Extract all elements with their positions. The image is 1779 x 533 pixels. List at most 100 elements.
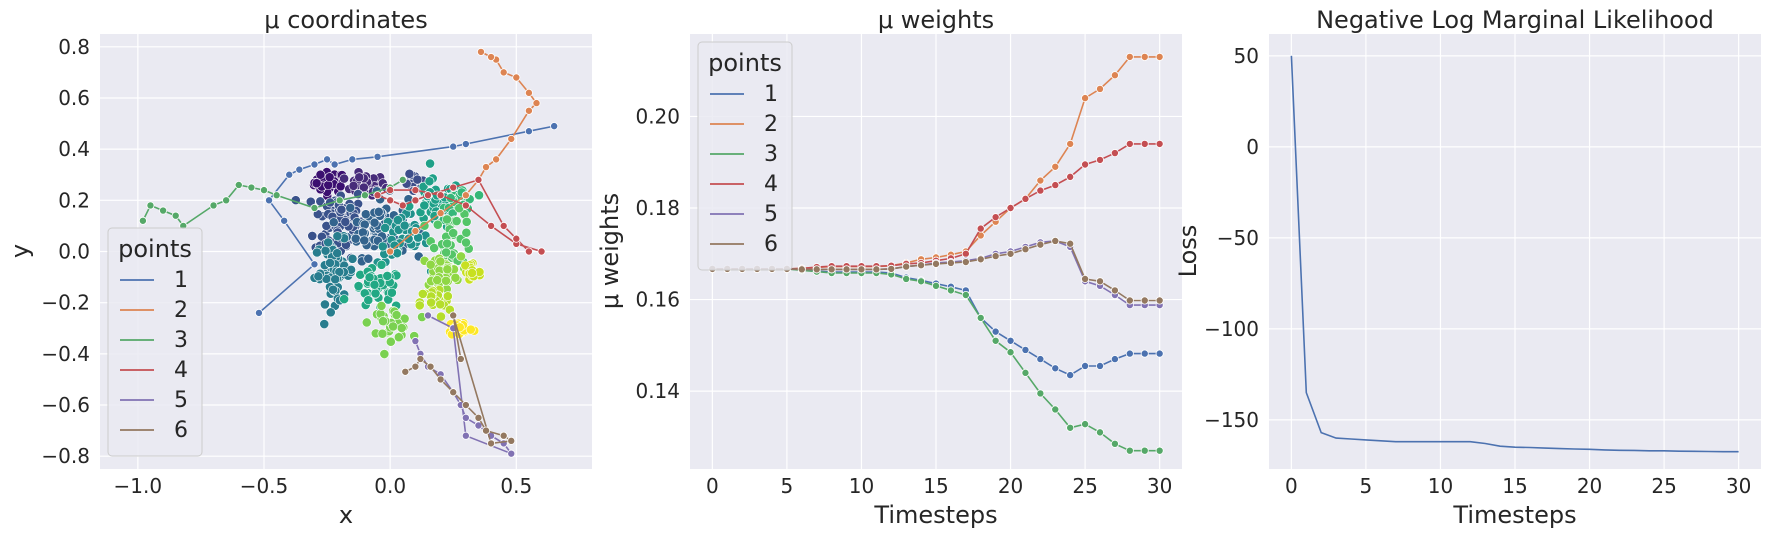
- series-point: [436, 209, 445, 218]
- series-point: [1021, 245, 1030, 254]
- series-point: [1051, 162, 1060, 171]
- cluster-point: [328, 284, 338, 295]
- series-point: [507, 436, 516, 445]
- series-point: [360, 191, 369, 200]
- series-point: [487, 53, 496, 62]
- cluster-point: [348, 180, 359, 191]
- cluster-point: [393, 332, 404, 343]
- series-point: [1155, 446, 1164, 455]
- legend-box: [107, 227, 203, 457]
- series-point: [401, 367, 410, 376]
- series-point: [386, 186, 395, 195]
- cluster-point: [357, 227, 368, 238]
- series-line: [389, 51, 538, 253]
- cluster-point: [376, 300, 387, 311]
- series-point: [1110, 286, 1119, 295]
- series-point: [398, 175, 407, 184]
- cluster-point: [361, 317, 372, 328]
- legend: points 1 2 3 4 5 6: [697, 41, 793, 271]
- series-point: [138, 216, 147, 225]
- cluster-point: [392, 248, 403, 259]
- series-point: [1140, 52, 1149, 61]
- cluster-point: [403, 233, 414, 244]
- series-point: [1096, 155, 1105, 164]
- series-point: [449, 142, 458, 151]
- cluster-point: [319, 319, 330, 329]
- series-point: [1140, 446, 1149, 455]
- cluster-point: [396, 323, 407, 333]
- cluster-point: [324, 172, 335, 183]
- series-point: [1140, 139, 1149, 148]
- series-point: [1051, 405, 1060, 414]
- series-point: [1021, 345, 1030, 354]
- cluster-point: [350, 233, 361, 244]
- series-point: [449, 388, 458, 397]
- series-point: [411, 362, 420, 371]
- series-point: [1036, 355, 1045, 364]
- series-point: [946, 286, 955, 295]
- cluster-point: [307, 231, 318, 241]
- cluster-point: [465, 324, 476, 335]
- series-point: [991, 327, 1000, 336]
- legend-label: 2: [764, 112, 778, 137]
- legend-label: 6: [174, 418, 188, 443]
- series-point: [976, 224, 985, 233]
- panel-loss: 0 5 10 15 20 25 30 −150 −100 −50 0 50 Negative Log…: [1174, 6, 1761, 529]
- series-point: [456, 354, 465, 363]
- cluster-point: [378, 316, 388, 327]
- series-point: [285, 170, 294, 179]
- x-tick-label: −0.5: [240, 474, 289, 498]
- cluster-point: [347, 253, 358, 264]
- cluster-point: [441, 275, 451, 286]
- series-point: [499, 431, 508, 440]
- series-point: [436, 191, 445, 200]
- y-tick-label: 0: [1246, 135, 1259, 159]
- clusters: [290, 158, 485, 359]
- series-point: [902, 262, 911, 271]
- series-point: [1096, 277, 1105, 286]
- series-point: [507, 449, 516, 458]
- series-point: [1006, 203, 1015, 212]
- series: [1290, 55, 1739, 453]
- cluster-point: [399, 220, 410, 231]
- series-point: [797, 265, 806, 274]
- cluster-point: [315, 169, 326, 180]
- series-point: [461, 401, 470, 410]
- series-point: [1081, 94, 1090, 103]
- series-point: [1036, 176, 1045, 185]
- series-point: [461, 413, 470, 422]
- cluster-point: [313, 271, 324, 282]
- x-tick-label: 0: [706, 474, 719, 498]
- cluster-point: [461, 227, 472, 238]
- series-point: [524, 247, 533, 256]
- series-point: [1155, 52, 1164, 61]
- legend-title: points: [708, 49, 782, 77]
- series-point: [1096, 428, 1105, 437]
- series-point: [171, 211, 180, 220]
- series-point: [1036, 186, 1045, 195]
- x-tick-label: −1.0: [114, 474, 163, 498]
- x-ticks: 0 5 10 15 20 25 30: [706, 474, 1172, 498]
- series-point: [1110, 439, 1119, 448]
- series-point: [310, 260, 319, 269]
- x-tick-label: 0.5: [500, 474, 532, 498]
- series-point: [386, 196, 395, 205]
- series-point: [222, 196, 231, 205]
- x-tick-label: 25: [1651, 474, 1676, 498]
- chart-title: μ coordinates: [264, 6, 427, 34]
- x-tick-label: 10: [849, 474, 874, 498]
- x-tick-label: 15: [923, 474, 948, 498]
- legend-box: [697, 41, 793, 271]
- cluster-point: [432, 275, 443, 285]
- legend-title: points: [118, 235, 192, 263]
- series-point: [1096, 84, 1105, 93]
- series-point: [492, 155, 501, 164]
- cluster-point: [385, 336, 396, 347]
- cluster-point: [360, 209, 371, 220]
- series-point: [512, 73, 521, 82]
- series-point: [482, 163, 491, 172]
- cluster-point: [404, 168, 415, 179]
- cluster-point: [461, 237, 471, 248]
- y-tick-label: 0.2: [58, 188, 90, 212]
- series-point: [932, 259, 941, 268]
